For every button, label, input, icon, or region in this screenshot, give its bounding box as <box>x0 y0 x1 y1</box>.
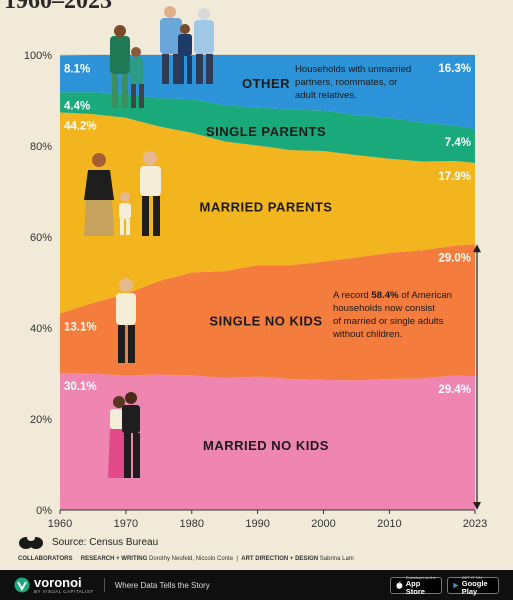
google-play-icon <box>453 582 459 589</box>
app-store-small-text: Download on the <box>405 574 436 580</box>
other-note: Households with unmarried partners, room… <box>295 64 414 101</box>
band-label: SINGLE PARENTS <box>206 124 326 139</box>
brand-subtitle: BY VISUAL CAPITALIST <box>34 589 94 594</box>
band-label: SINGLE NO KIDS <box>209 314 322 329</box>
end-value-label: 29.4% <box>438 384 471 396</box>
x-tick-label: 2023 <box>463 518 487 530</box>
google-play-label: Google Play <box>461 578 488 596</box>
x-tick-label: 1970 <box>114 518 138 530</box>
arrow-down-icon <box>473 502 481 510</box>
area-married-parents <box>60 112 475 314</box>
research-names: Dorothy Neufeld, Niccolo Conte <box>148 556 234 562</box>
axis-layer: 0% 20% 40% 60% 80% 100% 1960 1970 1980 1990 2000 20… <box>24 50 487 530</box>
x-tick-label: 1980 <box>180 518 204 530</box>
brand[interactable]: voronoi BY VISUAL CAPITALIST <box>14 576 94 594</box>
end-value-label: 29.0% <box>438 252 471 264</box>
y-tick-label: 60% <box>30 232 52 244</box>
end-value-label: 17.9% <box>438 171 471 183</box>
x-tick-label: 2010 <box>377 518 401 530</box>
start-value-label: 13.1% <box>64 321 97 333</box>
area-married-no-kids <box>60 373 475 510</box>
other-family-illustration <box>110 6 214 108</box>
source-text: Source: Census Bureau <box>52 536 159 548</box>
brand-name: voronoi <box>34 575 82 590</box>
footer-divider <box>103 578 105 592</box>
start-value-label: 44.2% <box>64 120 97 132</box>
x-tick-label: 1990 <box>245 518 269 530</box>
married-no-kids-illustration <box>108 392 140 478</box>
app-store-button[interactable]: Download on the App Store <box>390 574 442 596</box>
band-label: MARRIED NO KIDS <box>203 438 329 453</box>
apple-icon <box>396 581 403 589</box>
x-tick-label: 1960 <box>48 518 72 530</box>
visual-capitalist-logo-icon <box>19 535 43 549</box>
y-tick-label: 40% <box>30 323 52 335</box>
single-no-kids-illustration <box>116 278 136 363</box>
y-tick-label: 0% <box>36 505 52 517</box>
y-tick-label: 100% <box>24 50 52 62</box>
collaborators-heading: COLLABORATORS <box>18 556 73 562</box>
band-label: MARRIED PARENTS <box>200 199 333 214</box>
art-names: Sabrina Lam <box>319 556 354 562</box>
start-value-label: 30.1% <box>64 381 97 393</box>
end-value-label: 16.3% <box>438 63 471 75</box>
band-label: OTHER <box>242 76 290 91</box>
area-single-no-kids <box>60 244 475 381</box>
end-value-label: 7.4% <box>445 137 471 149</box>
arrow-up-icon <box>473 244 481 253</box>
label-layer: 30.1% 29.4% MARRIED NO KIDS 13.1% 29.0% SINGL… <box>64 63 471 453</box>
record-note: A record 58.4% of American households no… <box>332 290 455 340</box>
voronoi-logo-icon <box>14 577 30 593</box>
art-label: ART DIRECTION + DESIGN <box>241 556 319 562</box>
page-title: 1960–2023 <box>4 0 112 14</box>
start-value-label: 8.1% <box>64 63 90 75</box>
research-label: RESEARCH + WRITING <box>80 556 148 562</box>
y-tick-label: 20% <box>30 414 52 426</box>
google-play-small-text: GET IT ON <box>461 574 482 580</box>
google-play-button[interactable]: GET IT ON Google Play <box>447 574 499 596</box>
tagline: Where Data Tells the Story <box>114 580 210 590</box>
annotation-layer: Households with unmarried partners, room… <box>295 64 455 340</box>
area-single-parents <box>60 92 475 163</box>
illustration-layer <box>84 6 214 478</box>
app-store-label: App Store <box>405 578 425 596</box>
y-tick-label: 80% <box>30 141 52 153</box>
x-tick-label: 2000 <box>311 518 335 530</box>
source-row: Source: Census Bureau <box>18 534 158 550</box>
start-value-label: 4.4% <box>64 100 90 112</box>
credits-row: COLLABORATORS RESEARCH + WRITING Dorothy… <box>18 556 354 562</box>
married-parents-illustration <box>84 151 161 236</box>
